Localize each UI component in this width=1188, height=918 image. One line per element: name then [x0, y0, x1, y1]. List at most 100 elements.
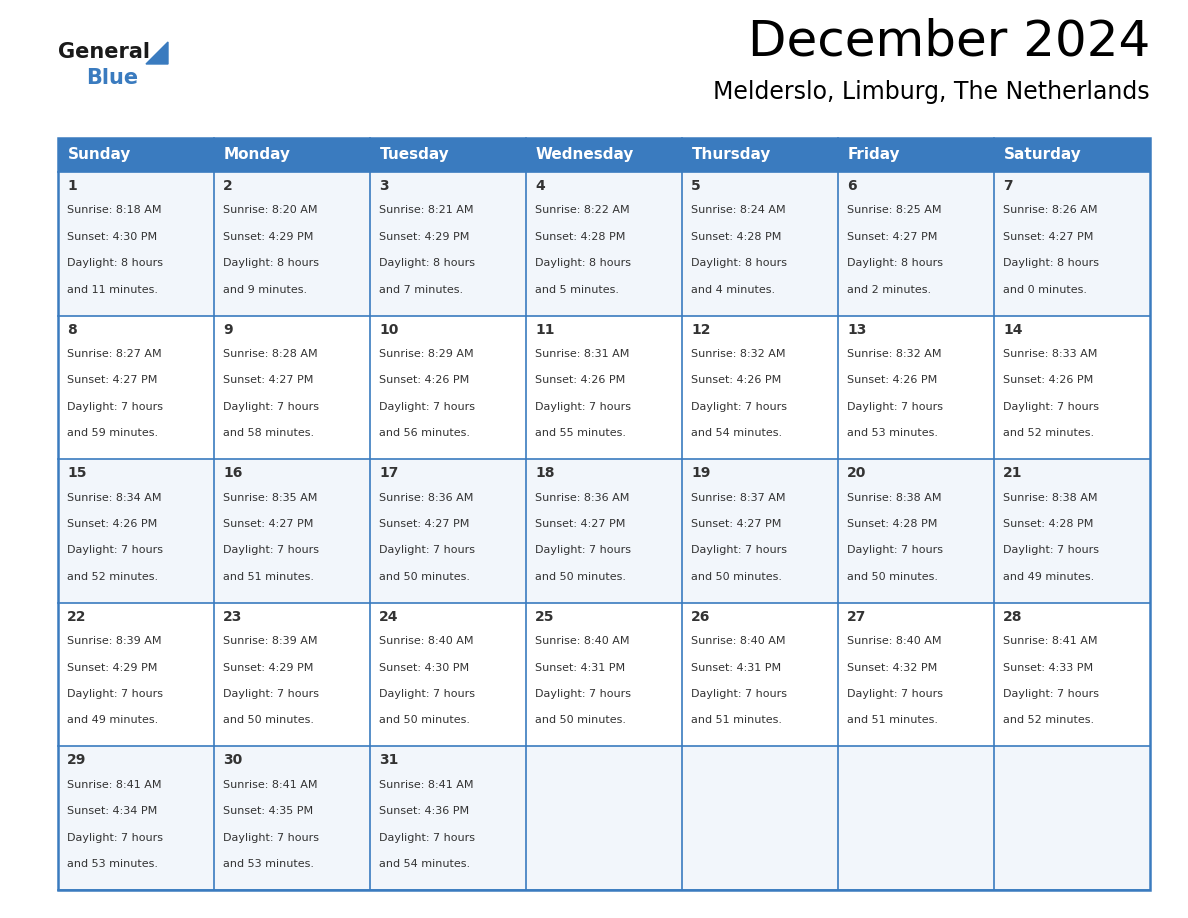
Text: Sunrise: 8:38 AM: Sunrise: 8:38 AM	[1003, 493, 1098, 502]
Bar	[994, 459, 1150, 603]
Text: and 53 minutes.: and 53 minutes.	[223, 859, 314, 869]
Text: Sunset: 4:36 PM: Sunset: 4:36 PM	[379, 806, 469, 816]
Text: 13: 13	[847, 322, 866, 337]
Bar	[58, 138, 1150, 890]
Bar	[994, 172, 1150, 316]
Bar	[838, 459, 994, 603]
Text: and 51 minutes.: and 51 minutes.	[691, 715, 782, 725]
Text: 27: 27	[847, 610, 866, 624]
Text: Sunset: 4:28 PM: Sunset: 4:28 PM	[535, 231, 625, 241]
Text: Sunset: 4:26 PM: Sunset: 4:26 PM	[379, 375, 469, 386]
Bar	[682, 172, 838, 316]
Bar	[682, 603, 838, 746]
Text: Sunset: 4:26 PM: Sunset: 4:26 PM	[691, 375, 782, 386]
Text: 5: 5	[691, 179, 701, 193]
Text: 28: 28	[1003, 610, 1023, 624]
Text: Sunset: 4:26 PM: Sunset: 4:26 PM	[847, 375, 937, 386]
Text: and 51 minutes.: and 51 minutes.	[847, 715, 939, 725]
Text: Friday: Friday	[848, 148, 901, 162]
Text: and 53 minutes.: and 53 minutes.	[67, 859, 158, 869]
Text: Sunset: 4:27 PM: Sunset: 4:27 PM	[379, 519, 469, 529]
Text: 16: 16	[223, 466, 242, 480]
Text: 31: 31	[379, 754, 398, 767]
Text: Saturday: Saturday	[1004, 148, 1082, 162]
Text: and 53 minutes.: and 53 minutes.	[847, 428, 939, 438]
Text: and 50 minutes.: and 50 minutes.	[379, 715, 470, 725]
Text: Sunset: 4:28 PM: Sunset: 4:28 PM	[847, 519, 937, 529]
Text: 14: 14	[1003, 322, 1023, 337]
Text: Sunset: 4:27 PM: Sunset: 4:27 PM	[223, 519, 314, 529]
Text: Daylight: 7 hours: Daylight: 7 hours	[847, 689, 943, 699]
Bar	[838, 746, 994, 890]
Text: 3: 3	[379, 179, 388, 193]
Text: Daylight: 8 hours: Daylight: 8 hours	[379, 258, 475, 268]
Text: Sunset: 4:26 PM: Sunset: 4:26 PM	[67, 519, 157, 529]
Text: and 59 minutes.: and 59 minutes.	[67, 428, 158, 438]
Text: and 52 minutes.: and 52 minutes.	[1003, 715, 1094, 725]
Bar	[526, 746, 682, 890]
Text: Sunset: 4:31 PM: Sunset: 4:31 PM	[535, 663, 625, 673]
Bar	[58, 172, 214, 316]
Bar	[214, 459, 369, 603]
Text: Sunset: 4:27 PM: Sunset: 4:27 PM	[223, 375, 314, 386]
Text: and 7 minutes.: and 7 minutes.	[379, 285, 463, 295]
Text: Daylight: 8 hours: Daylight: 8 hours	[691, 258, 786, 268]
Text: Daylight: 7 hours: Daylight: 7 hours	[67, 545, 163, 555]
Text: Sunday: Sunday	[68, 148, 132, 162]
Text: Sunrise: 8:33 AM: Sunrise: 8:33 AM	[1003, 349, 1098, 359]
Text: Sunrise: 8:31 AM: Sunrise: 8:31 AM	[535, 349, 630, 359]
Text: Daylight: 7 hours: Daylight: 7 hours	[379, 402, 475, 412]
Text: Sunrise: 8:18 AM: Sunrise: 8:18 AM	[67, 206, 162, 216]
Text: Sunrise: 8:20 AM: Sunrise: 8:20 AM	[223, 206, 317, 216]
Text: Sunrise: 8:35 AM: Sunrise: 8:35 AM	[223, 493, 317, 502]
Text: Sunset: 4:29 PM: Sunset: 4:29 PM	[67, 663, 157, 673]
Text: and 49 minutes.: and 49 minutes.	[1003, 572, 1094, 582]
Text: Sunrise: 8:25 AM: Sunrise: 8:25 AM	[847, 206, 942, 216]
Bar	[58, 603, 214, 746]
Text: Sunset: 4:27 PM: Sunset: 4:27 PM	[67, 375, 157, 386]
Text: Sunrise: 8:29 AM: Sunrise: 8:29 AM	[379, 349, 474, 359]
Text: Sunrise: 8:41 AM: Sunrise: 8:41 AM	[223, 779, 317, 789]
Text: and 4 minutes.: and 4 minutes.	[691, 285, 775, 295]
Bar	[994, 316, 1150, 459]
Text: 23: 23	[223, 610, 242, 624]
Text: 10: 10	[379, 322, 398, 337]
Bar	[369, 603, 526, 746]
Bar	[682, 459, 838, 603]
Text: Sunset: 4:29 PM: Sunset: 4:29 PM	[379, 231, 469, 241]
Text: Sunset: 4:27 PM: Sunset: 4:27 PM	[691, 519, 782, 529]
Text: Daylight: 7 hours: Daylight: 7 hours	[691, 689, 786, 699]
Text: Sunrise: 8:27 AM: Sunrise: 8:27 AM	[67, 349, 162, 359]
Text: 1: 1	[67, 179, 77, 193]
Text: 4: 4	[535, 179, 545, 193]
Bar	[58, 138, 1150, 172]
Text: Tuesday: Tuesday	[380, 148, 450, 162]
Bar	[369, 316, 526, 459]
Text: and 0 minutes.: and 0 minutes.	[1003, 285, 1087, 295]
Text: Sunrise: 8:41 AM: Sunrise: 8:41 AM	[1003, 636, 1098, 646]
Text: Wednesday: Wednesday	[536, 148, 634, 162]
Text: 25: 25	[535, 610, 555, 624]
Text: and 50 minutes.: and 50 minutes.	[847, 572, 939, 582]
Text: Sunrise: 8:41 AM: Sunrise: 8:41 AM	[379, 779, 474, 789]
Bar	[369, 172, 526, 316]
Text: Sunrise: 8:39 AM: Sunrise: 8:39 AM	[223, 636, 317, 646]
Text: Daylight: 7 hours: Daylight: 7 hours	[223, 689, 320, 699]
Text: December 2024: December 2024	[747, 18, 1150, 66]
Text: 18: 18	[535, 466, 555, 480]
Text: Sunset: 4:32 PM: Sunset: 4:32 PM	[847, 663, 937, 673]
Text: Sunset: 4:33 PM: Sunset: 4:33 PM	[1003, 663, 1093, 673]
Text: 2: 2	[223, 179, 233, 193]
Text: Daylight: 7 hours: Daylight: 7 hours	[535, 545, 631, 555]
Text: 7: 7	[1003, 179, 1012, 193]
Text: Daylight: 8 hours: Daylight: 8 hours	[1003, 258, 1099, 268]
Text: and 52 minutes.: and 52 minutes.	[1003, 428, 1094, 438]
Text: and 50 minutes.: and 50 minutes.	[223, 715, 314, 725]
Text: Sunrise: 8:36 AM: Sunrise: 8:36 AM	[535, 493, 630, 502]
Bar	[214, 746, 369, 890]
Text: Sunrise: 8:40 AM: Sunrise: 8:40 AM	[847, 636, 942, 646]
Text: Monday: Monday	[225, 148, 291, 162]
Bar	[838, 172, 994, 316]
Text: and 56 minutes.: and 56 minutes.	[379, 428, 470, 438]
Bar	[994, 603, 1150, 746]
